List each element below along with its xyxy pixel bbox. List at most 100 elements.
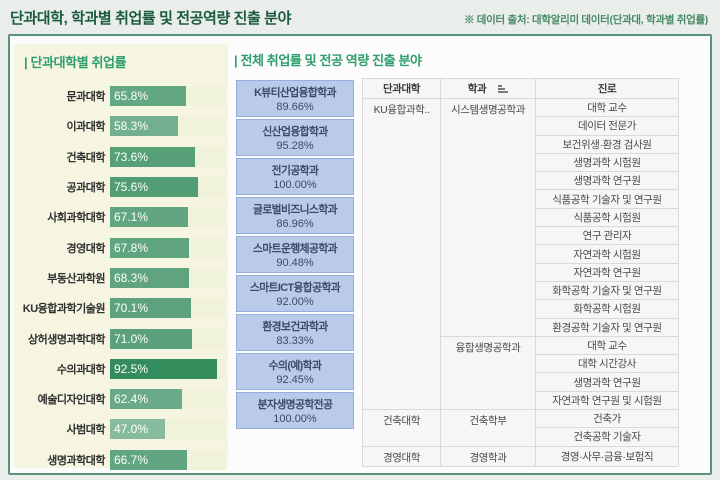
career-cell: 생명과학 시험원 [535, 152, 679, 173]
college-bar[interactable]: 71.0% [110, 328, 193, 349]
college-bar[interactable]: 75.6% [110, 177, 198, 198]
bar-track: 66.7% [110, 449, 226, 470]
dept-rate-value: 89.66% [276, 101, 314, 113]
bar-track: 65.8% [110, 86, 226, 107]
dept-rate-value: 92.45% [276, 374, 314, 386]
career-table-row: 식품공학 기술자 및 연구원 [363, 189, 679, 209]
col-header-college[interactable]: 단과대학 [362, 78, 441, 99]
dept-section-title: | 전체 취업률 및 전공 역량 진출 분야 [234, 53, 422, 68]
career-cell: 경영·사무·금융·보험직 [535, 445, 679, 467]
career-table-row: 건축대학 건축학부 건축가 [362, 409, 679, 447]
college-bar[interactable]: 70.1% [110, 298, 192, 319]
career-table: 단과대학 학과 진로 KU융합과학.. 시스템생명공학과 대학 교수 데이터 전문가 보… [362, 78, 679, 467]
dept-name: 전기공학과 [271, 165, 319, 177]
career-cell: 자연과학 연구원 [535, 262, 679, 282]
col-header-department[interactable]: 학과 [440, 78, 536, 99]
dept-rate-value: 95.28% [276, 140, 314, 152]
career-table-row: 경영대학 경영학과 경영·사무·금융·보험직 [362, 445, 679, 467]
college-label: 경영대학 [66, 242, 106, 255]
dept-rate-value: 100.00% [273, 413, 317, 425]
dept-rate-card[interactable]: 스마트운행체공학과 90.48% [236, 236, 354, 273]
college-bar[interactable]: 66.7% [110, 449, 188, 470]
college-bar-row: 사회과학대학 67.1% [14, 202, 228, 232]
college-bar[interactable]: 58.3% [110, 116, 178, 137]
career-cell: 데이터 전문가 [535, 116, 679, 136]
college-label: 공과대학 [66, 182, 106, 195]
col-header-career[interactable]: 진로 [535, 78, 679, 99]
college-chart-title: | 단과대학별 취업률 [24, 55, 127, 70]
dept-name: 스마트ICT융합공학과 [249, 282, 341, 294]
dept-rate-card[interactable]: 분자생명공학전공 100.00% [236, 392, 354, 429]
dept-rate-card[interactable]: 신산업융합학과 95.28% [236, 119, 354, 156]
college-label: 생명과학대학 [47, 454, 105, 467]
dept-rate-value: 86.96% [276, 218, 314, 230]
college-bar[interactable]: 47.0% [110, 419, 165, 440]
college-bar[interactable]: 67.1% [110, 207, 188, 228]
dept-rate-card[interactable]: 환경보건과학과 83.33% [236, 314, 354, 351]
college-cell: 건축대학 [362, 409, 441, 447]
career-cell: 자연과학 연구원 및 시험원 [535, 390, 679, 411]
bar-track: 68.3% [110, 267, 226, 288]
bar-track: 67.8% [110, 237, 226, 258]
college-label: 상허생명과학대학 [28, 333, 105, 346]
college-label: 수의과대학 [56, 363, 106, 376]
career-table-row: 대학 시간강사 [363, 354, 679, 374]
dept-name: 분자생명공학전공 [257, 399, 333, 411]
department-rate-list: K뷰티산업융합학과 89.66% 신산업융합학과 95.28% 전기공학과 100.00%… [236, 80, 354, 431]
college-bar-row: 상허생명과학대학 71.0% [14, 323, 228, 353]
college-label: 이과대학 [66, 121, 106, 134]
career-table-row: 건축공학 기술자 [363, 427, 679, 447]
career-cell: 화학공학 기술자 및 연구원 [535, 280, 679, 301]
college-bar-row: 예술디자인대학 62.4% [14, 384, 228, 414]
college-label: 사범대학 [66, 424, 106, 437]
career-cell: 건축가 [535, 409, 679, 429]
bar-track: 71.0% [110, 328, 226, 349]
career-cell: 대학 시간강사 [535, 354, 679, 374]
bar-track: 47.0% [110, 419, 226, 440]
career-cell: 생명과학 연구원 [535, 171, 679, 191]
college-bar[interactable]: 62.4% [110, 389, 183, 410]
college-bar[interactable]: 65.8% [110, 86, 187, 107]
dept-rate-card[interactable]: 스마트ICT융합공학과 92.00% [236, 275, 354, 312]
data-source-note: ※ 데이터 출처: 대학알리미 데이터(단과대, 학과별 취업률) [463, 14, 708, 26]
career-cell: 화학공학 시험원 [535, 299, 679, 319]
college-bar[interactable]: 73.6% [110, 146, 196, 167]
dept-rate-card[interactable]: K뷰티산업융합학과 89.66% [236, 80, 354, 117]
bar-track: 62.4% [110, 389, 226, 410]
college-bar-row: 사범대학 47.0% [14, 414, 228, 444]
college-bar-chart: 문과대학 65.8% 이과대학 58.3% 건축대학 73.6% 공과대학 75.6% 사회과학… [14, 81, 228, 475]
career-table-row: 자연과학 연구원 [363, 262, 679, 282]
dashboard-body: | 단과대학별 취업률 문과대학 65.8% 이과대학 58.3% 건축대학 73.6% 공… [8, 34, 712, 475]
college-bar-row: 건축대학 73.6% [14, 142, 228, 172]
sort-icon[interactable] [498, 84, 509, 93]
dept-name: 신산업융합학과 [262, 126, 328, 138]
bar-track: 73.6% [110, 146, 226, 167]
dept-rate-value: 90.48% [276, 257, 314, 269]
career-cell: 건축공학 기술자 [535, 427, 679, 447]
department-cell: 융합생명공학과 [440, 335, 536, 411]
college-bar-row: 수의과대학 92.5% [14, 354, 228, 384]
career-table-wrap: 단과대학 학과 진로 KU융합과학.. 시스템생명공학과 대학 교수 데이터 전문가 보… [362, 78, 679, 467]
college-label: 건축대학 [66, 151, 106, 164]
college-label: KU융합과학기술원 [22, 303, 106, 316]
college-bar[interactable]: 67.8% [110, 237, 189, 258]
dept-rate-card[interactable]: 글로벌비즈니스학과 86.96% [236, 197, 354, 234]
career-table-row: KU융합과학.. 시스템생명공학과 대학 교수 [362, 97, 679, 411]
college-bar-row: 경영대학 67.8% [14, 232, 228, 262]
college-employment-panel: | 단과대학별 취업률 문과대학 65.8% 이과대학 58.3% 건축대학 73.6% 공… [14, 44, 228, 470]
career-table-header-row: 단과대학 학과 진로 [362, 78, 679, 99]
college-bar[interactable]: 68.3% [110, 267, 190, 288]
college-label: 사회과학대학 [47, 212, 105, 225]
career-cell: 식품공학 기술자 및 연구원 [535, 189, 679, 209]
bar-track: 70.1% [110, 298, 226, 319]
college-bar-row: 생명과학대학 66.7% [14, 445, 228, 475]
career-table-row: 융합생명공학과 대학 교수 [363, 335, 679, 411]
dept-name: 글로벌비즈니스학과 [253, 204, 338, 216]
college-bar-row: KU융합과학기술원 70.1% [14, 293, 228, 323]
college-bar[interactable]: 92.5% [110, 358, 218, 379]
dept-rate-card[interactable]: 전기공학과 100.00% [236, 158, 354, 195]
dept-rate-card[interactable]: 수의(예)학과 92.45% [236, 353, 354, 390]
career-cell: 식품공학 시험원 [535, 207, 679, 228]
career-cell: 보건위생·환경 검사원 [535, 134, 679, 154]
